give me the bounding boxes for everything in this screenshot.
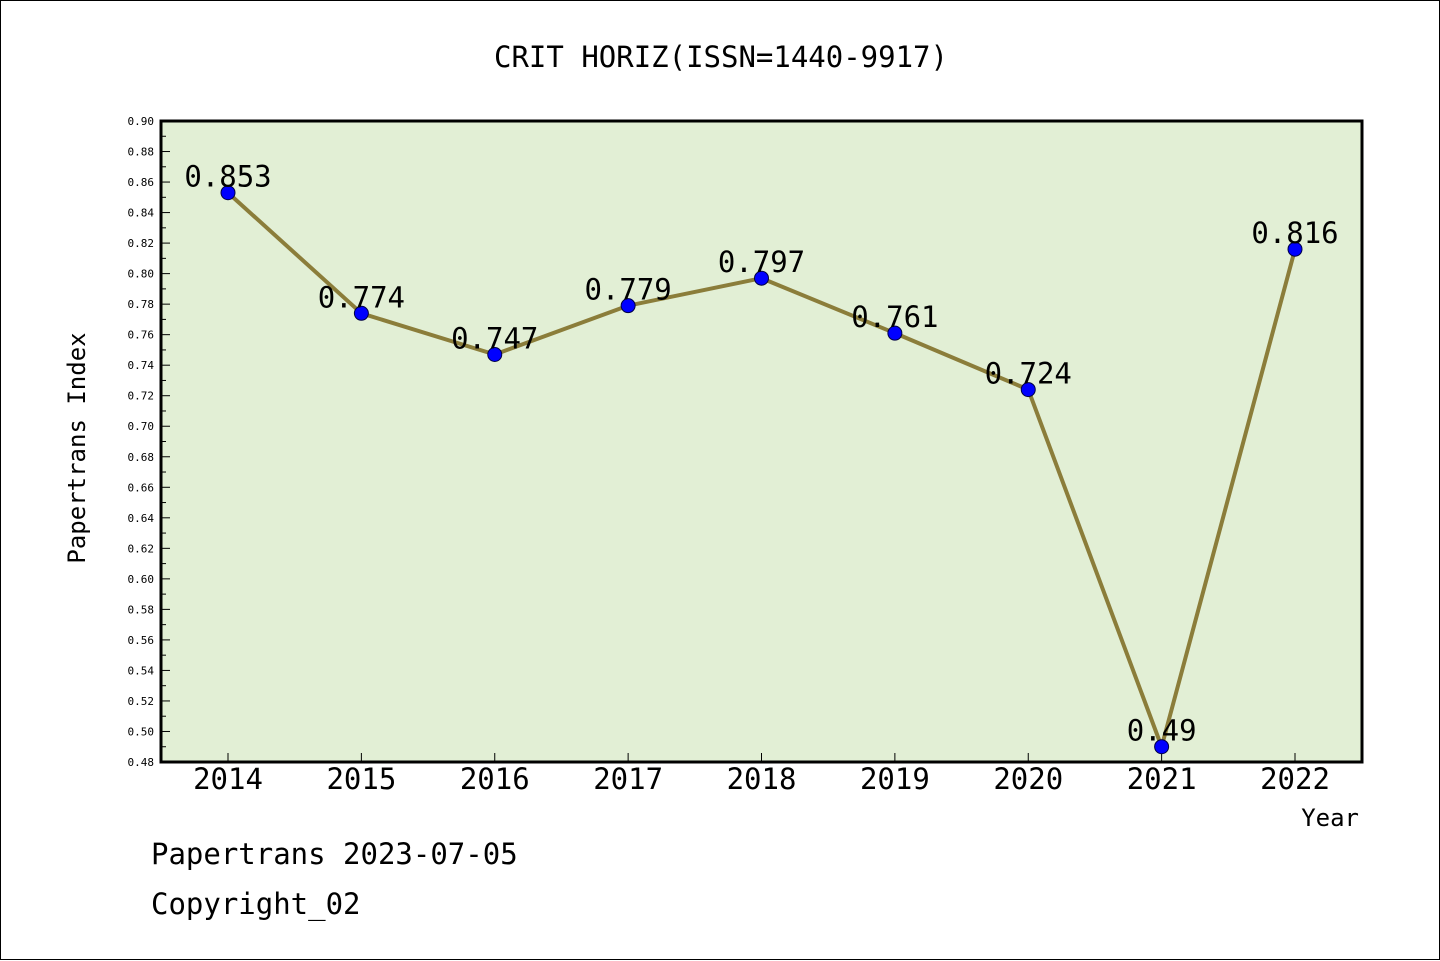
x-tick-label: 2021 — [1127, 762, 1197, 796]
data-point — [754, 270, 769, 286]
data-point — [1154, 739, 1170, 755]
y-tick-label: 0.54 — [128, 664, 155, 677]
data-label: 0.747 — [451, 322, 538, 356]
x-tick-label: 2015 — [326, 762, 396, 796]
data-label: 0.774 — [318, 280, 405, 314]
y-tick-label: 0.80 — [128, 268, 155, 281]
y-axis-label: Papertrans Index — [63, 332, 91, 563]
y-tick-label: 0.62 — [128, 542, 155, 555]
y-tick-label: 0.50 — [128, 725, 155, 738]
data-point — [353, 305, 369, 321]
x-axis: 2014 2015 2016 2017 2018 2019 2020 2021 2022 — [193, 753, 1330, 796]
data-point — [487, 347, 503, 363]
y-axis: 0.48 0.50 0.52 0.54 0.56 0.58 0.60 0.62 0.64 0.66… — [128, 115, 170, 769]
y-tick-label: 0.76 — [128, 329, 155, 342]
data-point — [1287, 241, 1303, 257]
data-label: 0.724 — [985, 357, 1072, 391]
data-point — [620, 298, 636, 314]
y-tick-label: 0.82 — [128, 237, 155, 250]
data-label: 0.797 — [718, 245, 805, 279]
data-label: 0.49 — [1127, 714, 1197, 748]
y-tick-label: 0.48 — [128, 756, 155, 769]
y-tick-label: 0.56 — [128, 634, 155, 647]
y-tick-label: 0.64 — [128, 512, 155, 525]
y-tick-label: 0.86 — [128, 176, 155, 189]
x-tick-label: 2017 — [593, 762, 663, 796]
x-tick-label: 2022 — [1260, 762, 1330, 796]
y-tick-label: 0.78 — [128, 298, 155, 311]
x-tick-label: 2018 — [727, 762, 797, 796]
y-tick-label: 0.68 — [128, 451, 155, 464]
x-tick-label: 2019 — [860, 762, 930, 796]
plot-area — [159, 119, 1364, 764]
y-tick-label: 0.52 — [128, 695, 155, 708]
data-label: 0.853 — [184, 160, 271, 194]
y-tick-label: 0.70 — [128, 420, 155, 433]
data-label: 0.816 — [1251, 216, 1338, 250]
y-tick-label: 0.74 — [128, 359, 155, 372]
y-tick-label: 0.60 — [128, 573, 155, 586]
x-axis-label: Year — [1301, 804, 1359, 832]
y-tick-label: 0.72 — [128, 390, 155, 403]
data-label: 0.779 — [584, 273, 671, 307]
footer-copyright: Copyright_02 — [151, 887, 361, 921]
x-tick-label: 2014 — [193, 762, 263, 796]
data-point — [220, 185, 236, 201]
x-tick-label: 2020 — [993, 762, 1063, 796]
data-point — [887, 325, 903, 341]
y-tick-label: 0.88 — [128, 146, 155, 159]
y-tick-label: 0.66 — [128, 481, 155, 494]
y-tick-label: 0.84 — [128, 207, 155, 220]
x-tick-label: 2016 — [460, 762, 530, 796]
series-line-group: 0.853 0.774 0.747 0.779 0.797 0.761 0.724 0.49 0… — [184, 160, 1339, 755]
chart-title: CRIT HORIZ(ISSN=1440-9917) — [494, 40, 948, 74]
footer-date: Papertrans 2023-07-05 — [151, 837, 518, 871]
data-point — [1020, 382, 1036, 398]
y-tick-label: 0.90 — [128, 115, 155, 128]
y-tick-label: 0.58 — [128, 603, 155, 616]
data-label: 0.761 — [851, 300, 938, 334]
